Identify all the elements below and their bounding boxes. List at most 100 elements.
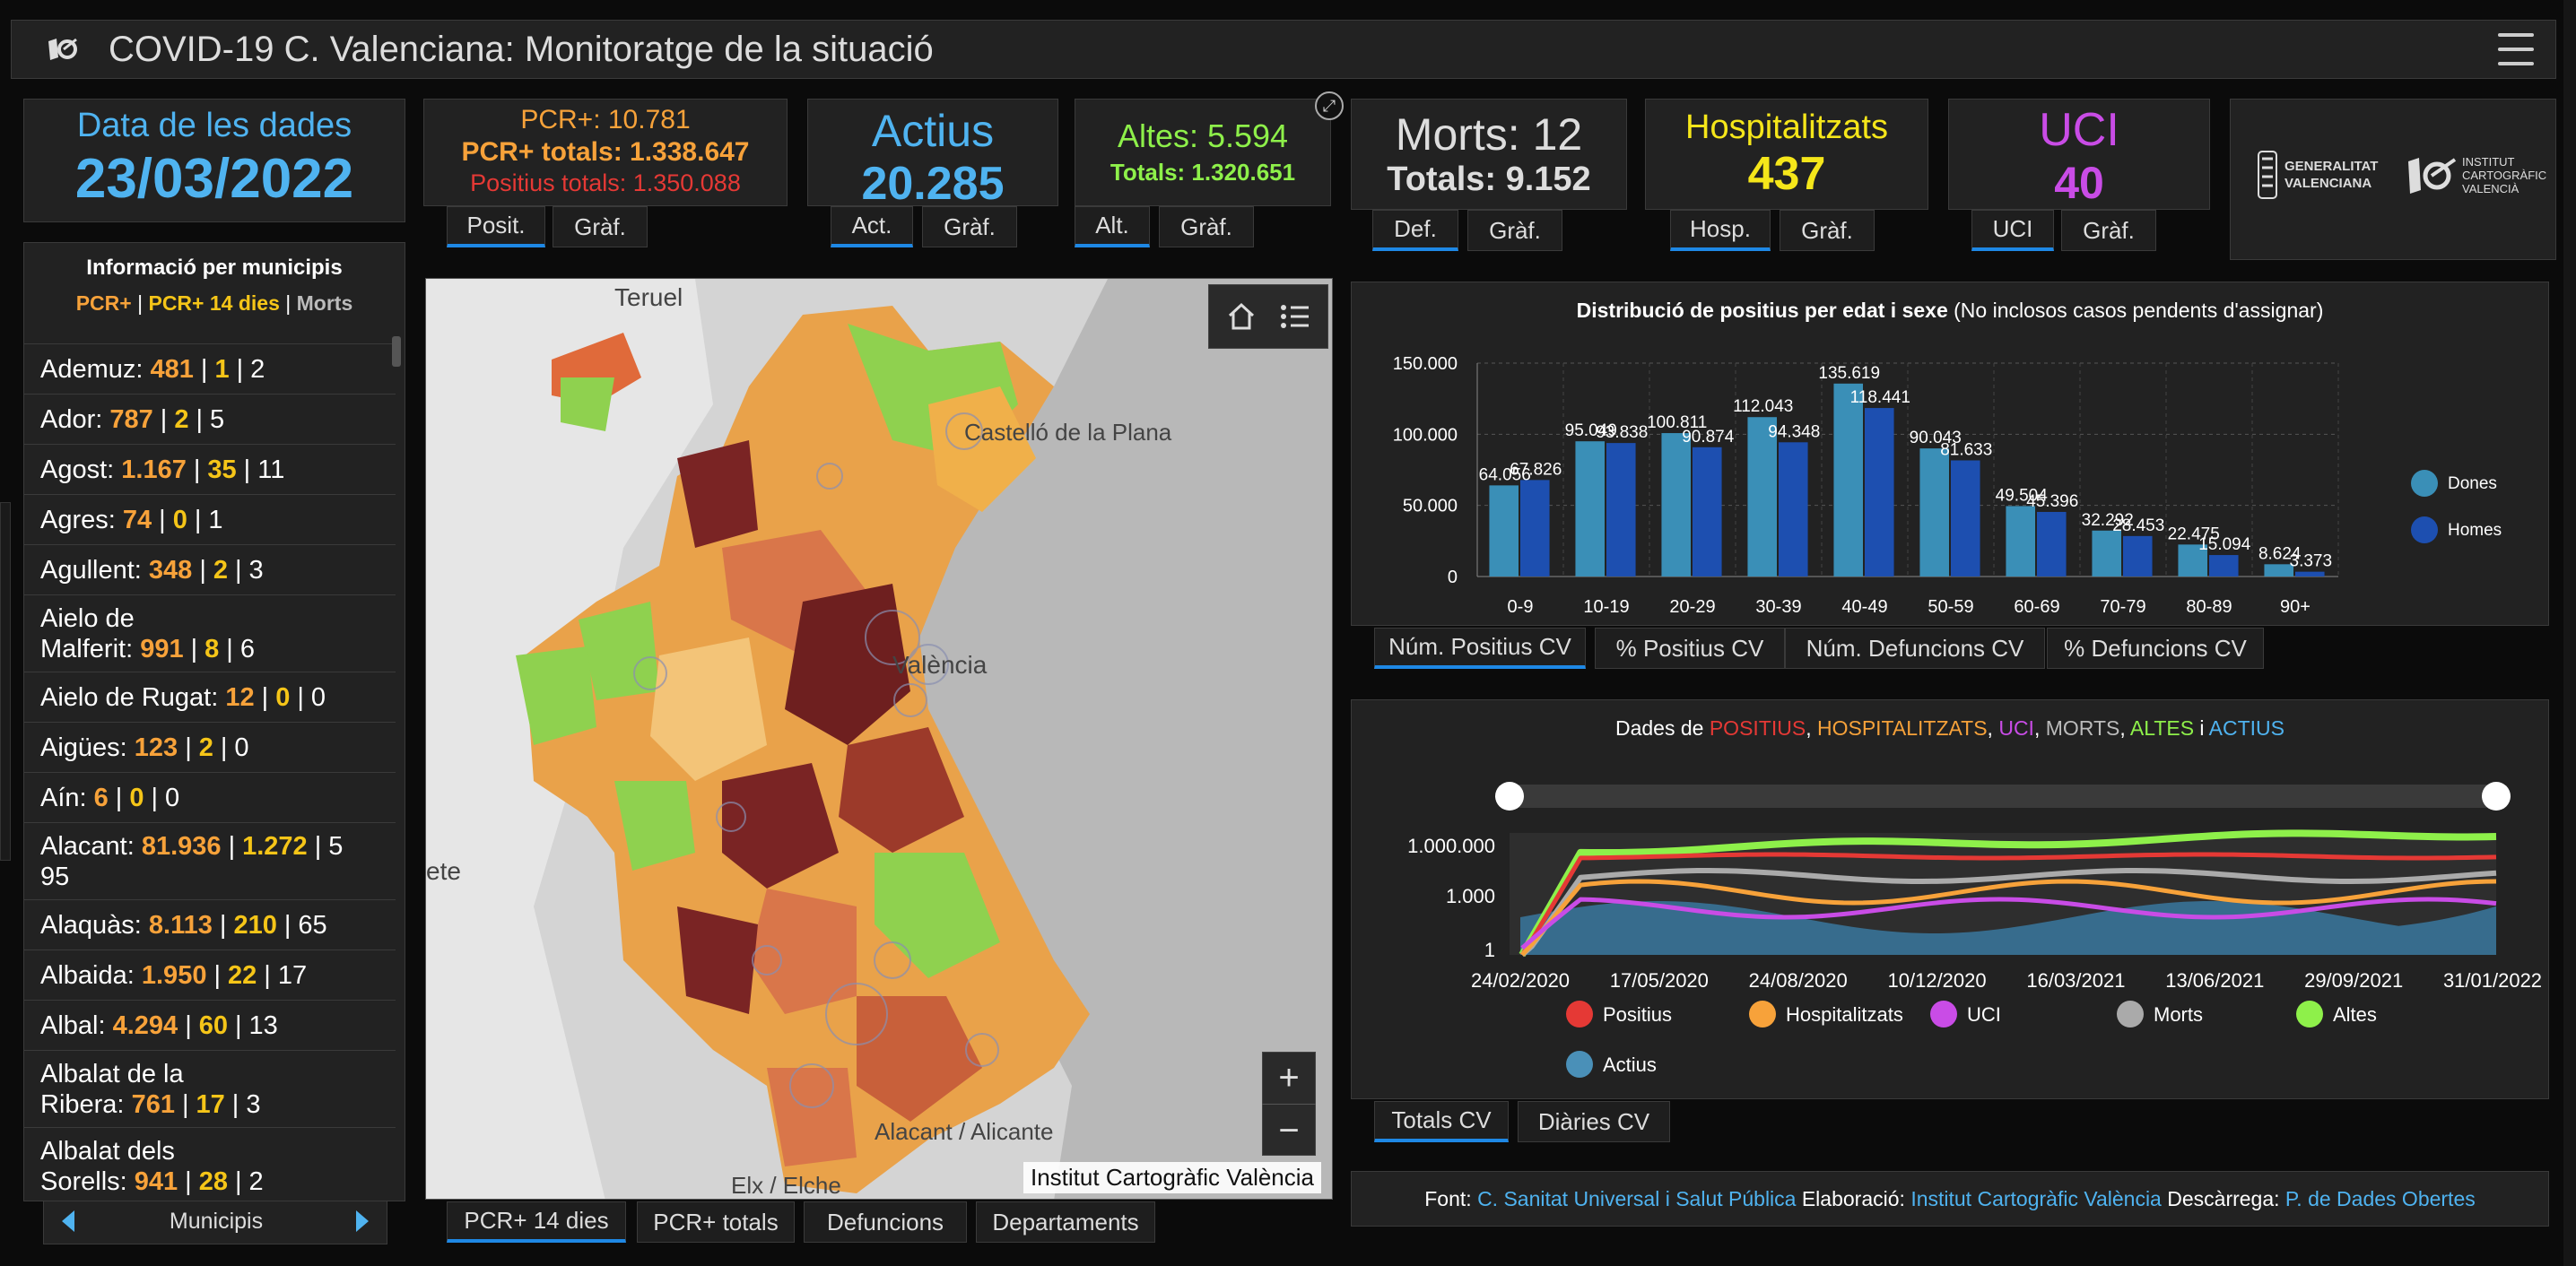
legend-label[interactable]: Morts bbox=[2154, 1003, 2203, 1026]
zoom-in-button[interactable]: + bbox=[1278, 1058, 1300, 1097]
tab-pcr-totals[interactable]: PCR+ totals bbox=[637, 1201, 795, 1243]
positius-total: Positius totals: 1.350.088 bbox=[470, 169, 741, 196]
municipi-morts: 2 bbox=[248, 1166, 264, 1196]
bar-homes bbox=[1779, 442, 1808, 577]
municipi-name-cont: Malferit: bbox=[40, 634, 134, 663]
municipi-name: Ademuz: bbox=[40, 354, 144, 384]
municipi-row[interactable]: Ador: 787 | 2 | 5 bbox=[24, 394, 396, 444]
municipi-name: Aielo de bbox=[40, 603, 135, 633]
range-slider-track[interactable] bbox=[1510, 785, 2496, 808]
legend-label[interactable]: Positius bbox=[1603, 1003, 1672, 1026]
zoom-control: + − bbox=[1262, 1052, 1316, 1156]
legend-marker[interactable] bbox=[1930, 1001, 1957, 1028]
bar-homes bbox=[2123, 535, 2153, 577]
municipi-row[interactable]: Ademuz: 481 | 1 | 2 bbox=[24, 343, 396, 394]
municipi-row[interactable]: Agres: 74 | 0 | 1 bbox=[24, 494, 396, 544]
tab-defuncions[interactable]: Defuncions bbox=[804, 1201, 967, 1243]
hamburger-menu-icon[interactable] bbox=[2498, 33, 2534, 65]
municipi-name: Albaida: bbox=[40, 960, 135, 990]
side-expand-handle[interactable] bbox=[0, 502, 11, 861]
municipi-row[interactable]: Albaida: 1.950 | 22 | 17 bbox=[24, 950, 396, 1000]
tab-uci-graf[interactable]: Gràf. bbox=[2061, 210, 2156, 251]
legend-label[interactable]: UCI bbox=[1967, 1003, 2001, 1026]
tab-act-graf[interactable]: Gràf. bbox=[922, 206, 1017, 247]
tab-hosp-graf[interactable]: Gràf. bbox=[1780, 210, 1875, 251]
window-scrollbar[interactable] bbox=[2563, 0, 2576, 1266]
bar-data-label: 3.373 bbox=[2290, 552, 2333, 571]
bar-data-label: 15.094 bbox=[2198, 535, 2251, 554]
legend-label[interactable]: Actius bbox=[1603, 1054, 1657, 1076]
layer-list-icon[interactable] bbox=[1268, 290, 1322, 343]
map-view[interactable]: Teruel Castelló de la Plana València Ala… bbox=[425, 278, 1333, 1200]
tab-act[interactable]: Act. bbox=[831, 206, 913, 247]
series-altes-line bbox=[1519, 829, 2497, 957]
pcr-daily: PCR+: 10.781 bbox=[520, 105, 691, 134]
municipi-pcr14: 1.272 bbox=[242, 831, 308, 861]
municipi-pcr: 6 bbox=[93, 783, 109, 812]
tab-uci[interactable]: UCI bbox=[1971, 210, 2054, 251]
municipi-pcr14: 35 bbox=[207, 455, 237, 484]
range-slider-end-handle[interactable] bbox=[2482, 782, 2511, 811]
legend-marker[interactable] bbox=[1749, 1001, 1776, 1028]
municipi-row[interactable]: Aigües: 123 | 2 | 0 bbox=[24, 722, 396, 772]
x-tick-label: 40-49 bbox=[1841, 597, 1887, 617]
separator: | bbox=[234, 1166, 242, 1196]
title-separator: , bbox=[1987, 716, 1999, 740]
municipi-row[interactable]: Aín: 6 | 0 | 0 bbox=[24, 772, 396, 822]
municipi-row[interactable]: Agost: 1.167 | 35 | 11 bbox=[24, 444, 396, 494]
separator: | bbox=[220, 733, 228, 762]
municipi-row[interactable]: Albalat dels Sorells: 941 | 28 | 2 bbox=[24, 1127, 396, 1201]
next-arrow-icon[interactable] bbox=[356, 1210, 369, 1232]
municipi-row[interactable]: Alaquàs: 8.113 | 210 | 65 bbox=[24, 899, 396, 950]
legend-marker[interactable] bbox=[1566, 1001, 1593, 1028]
municipi-values-line: Albaida: 1.950 | 22 | 17 bbox=[40, 960, 307, 991]
map-label-west: ete bbox=[426, 857, 461, 885]
expand-icon[interactable]: ⤢ bbox=[1315, 91, 1344, 120]
prev-arrow-icon[interactable] bbox=[62, 1210, 74, 1232]
municipi-row[interactable]: Albal: 4.294 | 60 | 13 bbox=[24, 1000, 396, 1050]
tab-def[interactable]: Def. bbox=[1372, 210, 1458, 251]
footer-elab-link[interactable]: Institut Cartogràfic València bbox=[1910, 1187, 2162, 1210]
map-attribution[interactable]: Institut Cartogràfic València bbox=[1023, 1162, 1321, 1193]
bar-data-label: 135.619 bbox=[1818, 364, 1880, 383]
tab-def-graf[interactable]: Gràf. bbox=[1467, 210, 1562, 251]
municipi-row-content: Aielo de Rugat: 12 | 0 | 0 bbox=[40, 682, 326, 713]
tab-alt[interactable]: Alt. bbox=[1075, 206, 1150, 247]
separator: | bbox=[159, 505, 166, 534]
range-slider-start-handle[interactable] bbox=[1495, 782, 1524, 811]
municipis-nav: Municipis bbox=[43, 1201, 387, 1244]
footer-font-link[interactable]: C. Sanitat Universal i Salut Pública bbox=[1477, 1187, 1797, 1210]
legend-label[interactable]: Hospitalitzats bbox=[1786, 1003, 1903, 1026]
legend-marker[interactable] bbox=[2296, 1001, 2323, 1028]
tab-pct-positius[interactable]: % Positius CV bbox=[1595, 628, 1785, 669]
tab-alt-graf[interactable]: Gràf. bbox=[1159, 206, 1254, 247]
tab-num-positius[interactable]: Núm. Positius CV bbox=[1374, 628, 1586, 669]
tab-num-defuncions[interactable]: Núm. Defuncions CV bbox=[1785, 628, 2045, 669]
tab-totals-cv[interactable]: Totals CV bbox=[1374, 1101, 1509, 1142]
bar-data-label: 100.811 bbox=[1647, 413, 1707, 432]
tab-posit[interactable]: Posit. bbox=[447, 206, 545, 247]
footer-desc-link[interactable]: P. de Dades Obertes bbox=[2284, 1187, 2476, 1210]
list-scrollbar-thumb[interactable] bbox=[392, 336, 401, 367]
municipi-row[interactable]: Albalat de la Ribera: 761 | 17 | 3 bbox=[24, 1050, 396, 1127]
bar-data-label: 94.348 bbox=[1768, 422, 1820, 441]
y-tick-label: 100.000 bbox=[1393, 425, 1458, 445]
tab-pcr14[interactable]: PCR+ 14 dies bbox=[447, 1201, 626, 1243]
municipi-row[interactable]: Alacant: 81.936 | 1.272 | 5 95 bbox=[24, 822, 396, 899]
legend-marker[interactable] bbox=[2117, 1001, 2144, 1028]
tab-departaments[interactable]: Departaments bbox=[976, 1201, 1155, 1243]
municipi-row[interactable]: Aielo de Malferit: 991 | 8 | 6 bbox=[24, 594, 396, 672]
legend-label[interactable]: Altes bbox=[2333, 1003, 2377, 1026]
home-icon[interactable] bbox=[1214, 290, 1268, 343]
tab-diaries-cv[interactable]: Diàries CV bbox=[1518, 1101, 1670, 1142]
zoom-out-button[interactable]: − bbox=[1262, 1104, 1316, 1156]
tab-posit-graf[interactable]: Gràf. bbox=[553, 206, 648, 247]
municipi-row[interactable]: Agullent: 348 | 2 | 3 bbox=[24, 544, 396, 594]
bar-homes bbox=[1520, 480, 1550, 577]
tab-pct-defuncions[interactable]: % Defuncions CV bbox=[2047, 628, 2264, 669]
municipi-row[interactable]: Aielo de Rugat: 12 | 0 | 0 bbox=[24, 672, 396, 722]
tab-hosp[interactable]: Hosp. bbox=[1670, 210, 1771, 251]
legend-marker[interactable] bbox=[1566, 1051, 1593, 1078]
map-canvas[interactable]: Teruel Castelló de la Plana València Ala… bbox=[426, 279, 1333, 1200]
line-chart-title: Dades de POSITIUS, HOSPITALITZATS, UCI, … bbox=[1352, 716, 2548, 741]
